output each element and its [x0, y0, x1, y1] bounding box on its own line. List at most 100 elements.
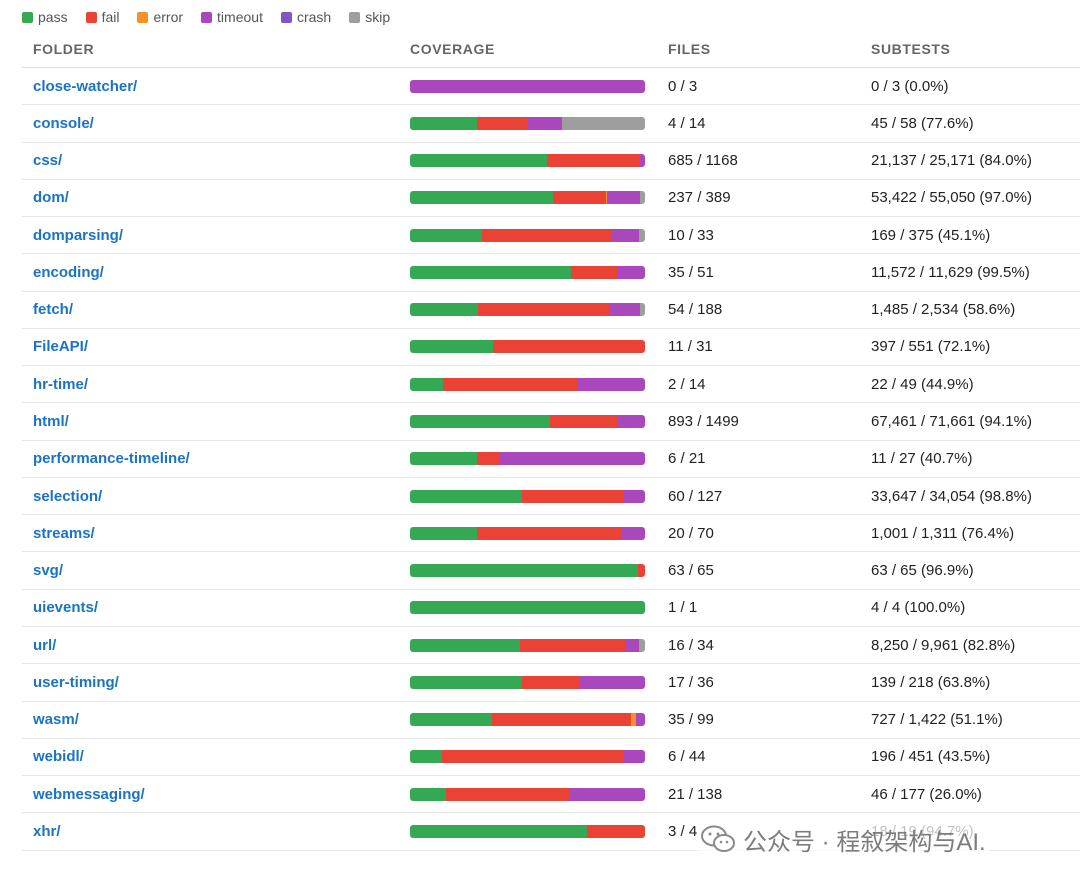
- folder-link[interactable]: url/: [33, 636, 57, 654]
- coverage-segment-skip: [639, 228, 645, 242]
- coverage-segment-pass: [410, 638, 521, 652]
- folder-link[interactable]: html/: [33, 413, 69, 431]
- subtests-count: 139 / 218 (63.8%): [871, 673, 991, 691]
- folder-link[interactable]: hr-time/: [33, 375, 89, 393]
- header-files: FILES: [668, 40, 711, 57]
- subtests-count: 53,422 / 55,050 (97.0%): [871, 189, 1032, 207]
- legend-label: pass: [38, 9, 68, 25]
- coverage-bar: [410, 601, 645, 615]
- coverage-segment-skip: [640, 303, 645, 317]
- folder-link[interactable]: xhr/: [33, 822, 61, 840]
- coverage-bar: [410, 415, 645, 429]
- legend-swatch-fail: [85, 11, 97, 23]
- files-count: 63 / 65: [668, 562, 714, 580]
- files-count: 237 / 389: [668, 189, 731, 207]
- table-row: selection/60 / 127 33,647 / 34,054 (98.8%…: [22, 478, 1080, 516]
- table-row: user-timing/17 / 36 139 / 218 (63.8%): [22, 664, 1080, 702]
- files-count: 6 / 21: [668, 450, 706, 468]
- coverage-segment-fail: [637, 564, 645, 578]
- coverage-segment-timeout: [625, 638, 640, 652]
- watermark-text: 公众号 · 程叙架构与AI.: [743, 828, 986, 856]
- coverage-segment-pass: [410, 713, 493, 727]
- files-count: 17 / 36: [668, 673, 714, 691]
- subtests-count: 196 / 451 (43.5%): [871, 748, 991, 766]
- coverage-segment-timeout: [607, 191, 641, 205]
- coverage-segment-error: [630, 713, 636, 727]
- coverage-bar: [410, 675, 645, 689]
- coverage-segment-fail: [521, 489, 623, 503]
- table-header: FOLDER COVERAGE FILES SUBTESTS: [22, 30, 1080, 68]
- folder-link[interactable]: webmessaging/: [33, 785, 145, 803]
- files-count: 1 / 1: [668, 599, 698, 617]
- table-row: streams/20 / 70 1,001 / 1,311 (76.4%): [22, 515, 1080, 553]
- coverage-segment-timeout: [578, 377, 645, 391]
- folder-link[interactable]: css/: [33, 152, 63, 170]
- folder-link[interactable]: wasm/: [33, 711, 79, 729]
- coverage-segment-pass: [410, 675, 522, 689]
- table-row: html/893 / 1499 67,461 / 71,661 (94.1%): [22, 403, 1080, 441]
- folder-link[interactable]: performance-timeline/: [33, 450, 190, 468]
- legend-label: fail: [101, 9, 120, 25]
- table-row: uievents/1 / 1 4 / 4 (100.0%): [22, 590, 1080, 627]
- table-row: close-watcher/0 / 3 0 / 3 (0.0%): [22, 68, 1080, 106]
- coverage-bar: [410, 564, 645, 578]
- coverage-segment-pass: [410, 265, 571, 279]
- coverage-segment-pass: [410, 377, 443, 391]
- folder-link[interactable]: webidl/: [33, 748, 84, 766]
- subtests-count: 11 / 27 (40.7%): [871, 450, 973, 468]
- folder-link[interactable]: uievents/: [33, 599, 99, 617]
- folder-link[interactable]: selection/: [33, 487, 103, 505]
- subtests-count: 22 / 49 (44.9%): [871, 375, 974, 393]
- wechat-icon: [701, 825, 735, 852]
- files-count: 60 / 127: [668, 487, 723, 505]
- legend-item-crash: crash: [280, 9, 331, 25]
- table-body: close-watcher/0 / 3 0 / 3 (0.0%) console/4…: [22, 68, 1080, 851]
- coverage-segment-pass: [410, 340, 494, 354]
- subtests-count: 11,572 / 11,629 (99.5%): [871, 263, 1030, 281]
- coverage-bar: [410, 79, 645, 93]
- table-row: webidl/6 / 44 196 / 451 (43.5%): [22, 739, 1080, 777]
- coverage-bar: [410, 787, 645, 801]
- files-count: 35 / 99: [668, 711, 714, 729]
- folder-link[interactable]: streams/: [33, 524, 95, 542]
- table-row: encoding/35 / 51 11,572 / 11,629 (99.5%): [22, 254, 1080, 292]
- coverage-segment-pass: [410, 526, 477, 540]
- coverage-segment-pass: [410, 452, 477, 466]
- subtests-count: 67,461 / 71,661 (94.1%): [871, 413, 1032, 431]
- coverage-segment-timeout: [580, 675, 645, 689]
- folder-link[interactable]: fetch/: [33, 301, 74, 319]
- folder-link[interactable]: FileAPI/: [33, 338, 89, 356]
- coverage-segment-skip: [561, 116, 645, 130]
- coverage-segment-timeout: [410, 79, 645, 93]
- files-count: 35 / 51: [668, 263, 714, 281]
- folder-link[interactable]: user-timing/: [33, 673, 119, 691]
- coverage-segment-pass: [410, 303, 479, 317]
- coverage-segment-timeout: [569, 787, 645, 801]
- coverage-segment-fail: [521, 675, 581, 689]
- files-count: 21 / 138: [668, 785, 723, 803]
- files-count: 2 / 14: [668, 375, 706, 393]
- legend-swatch-crash: [280, 11, 292, 23]
- folder-link[interactable]: dom/: [33, 189, 69, 207]
- coverage-bar: [410, 452, 645, 466]
- coverage-bar: [410, 191, 645, 205]
- coverage-segment-pass: [410, 564, 638, 578]
- coverage-segment-pass: [410, 601, 645, 615]
- folder-link[interactable]: domparsing/: [33, 226, 124, 244]
- coverage-segment-fail: [481, 228, 611, 242]
- files-count: 6 / 44: [668, 748, 706, 766]
- folder-link[interactable]: close-watcher/: [33, 77, 138, 95]
- coverage-segment-error: [606, 191, 608, 205]
- coverage-segment-timeout: [622, 489, 645, 503]
- coverage-bar: [410, 265, 645, 279]
- folder-link[interactable]: encoding/: [33, 263, 104, 281]
- coverage-segment-timeout: [617, 265, 645, 279]
- table-row: css/685 / 1168 21,137 / 25,171 (84.0%): [22, 143, 1080, 180]
- folder-link[interactable]: console/: [33, 114, 94, 132]
- coverage-segment-pass: [410, 191, 554, 205]
- coverage-segment-pass: [410, 489, 522, 503]
- coverage-bar: [410, 377, 645, 391]
- subtests-count: 1,485 / 2,534 (58.6%): [871, 301, 1016, 319]
- subtests-count: 727 / 1,422 (51.1%): [871, 711, 1003, 729]
- folder-link[interactable]: svg/: [33, 562, 64, 580]
